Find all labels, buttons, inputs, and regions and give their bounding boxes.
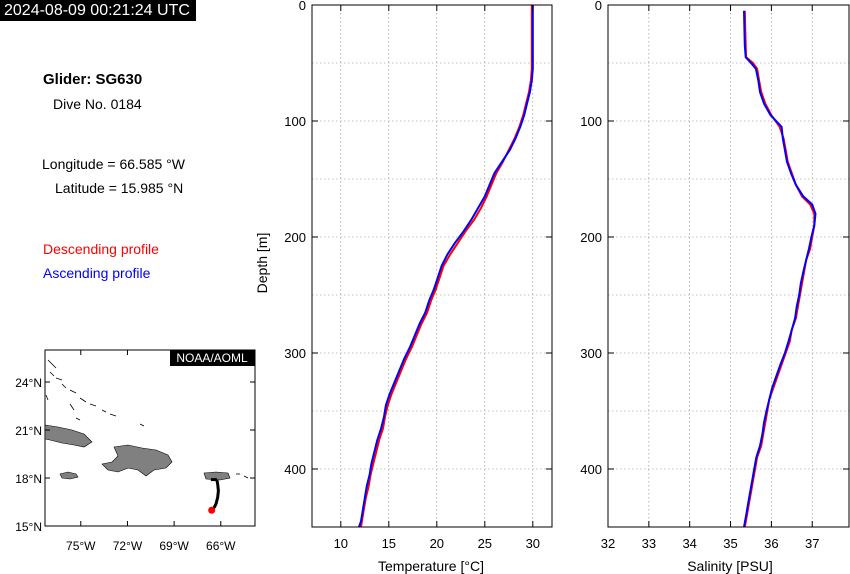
- dive-number: Dive No. 0184: [53, 96, 142, 112]
- map-lat-label: 18°N: [15, 472, 42, 486]
- map-land: [45, 359, 249, 481]
- longitude-readout: Longitude = 66.585 °W: [42, 156, 185, 172]
- glider-location-map: 24°N 21°N 18°N 15°N 75°W 72°W 69°W 66°W NOAA/AO…: [15, 349, 256, 553]
- land-bahamas: [45, 359, 249, 479]
- temperature-xtick-label: 15: [382, 536, 396, 551]
- temperature-series: [358, 5, 534, 528]
- glider-name: Glider: SG630: [43, 71, 143, 88]
- salinity-xlabel: Salinity [PSU]: [687, 558, 773, 574]
- temperature-xtick-label: 30: [526, 536, 540, 551]
- salinity-xtick-label: 33: [642, 536, 656, 551]
- salinity-frame: [607, 4, 850, 528]
- land-hispaniola: [101, 444, 173, 477]
- salinity-ytick-label: 200: [580, 230, 602, 245]
- temperature-ytick-label: 200: [284, 230, 306, 245]
- salinity-xtick-label: 37: [805, 536, 819, 551]
- map-credit: NOAA/AOML: [176, 351, 248, 365]
- timestamp-label: 2024-08-09 00:21:24 UTC: [0, 0, 196, 21]
- map-lat-label: 24°N: [15, 376, 42, 390]
- map-tick-labels: 24°N 21°N 18°N 15°N 75°W 72°W 69°W 66°W: [15, 350, 255, 553]
- salinity-ytick-label: 100: [580, 114, 602, 129]
- map-lon-label: 66°W: [206, 539, 236, 553]
- salinity-profile-chart: 32 33 34 35 36 37 0 100 200 300 400 Salinity [PSU]: [580, 0, 850, 574]
- temperature-frame: [311, 4, 553, 528]
- temperature-xtick-label: 10: [334, 536, 348, 551]
- map-lat-label: 15°N: [15, 520, 42, 534]
- map-lon-label: 72°W: [113, 539, 143, 553]
- salinity-ytick-label: 0: [595, 0, 602, 13]
- salinity-xtick-label: 34: [682, 536, 696, 551]
- salinity-grid: [608, 5, 849, 527]
- temperature-xtick-label: 25: [478, 536, 492, 551]
- temperature-ytick-label: 400: [284, 462, 306, 477]
- depth-ylabel: Depth [m]: [254, 233, 270, 294]
- map-lon-label: 69°W: [159, 539, 189, 553]
- temperature-ascending-line: [358, 5, 534, 528]
- salinity-ytick-label: 400: [580, 462, 602, 477]
- temperature-descending-line: [360, 5, 533, 528]
- salinity-ytick-label: 300: [580, 346, 602, 361]
- temperature-grid: [312, 5, 552, 527]
- land-puerto-rico: [203, 471, 231, 481]
- legend-descending: Descending profile: [43, 241, 159, 257]
- glider-position-marker: [208, 506, 216, 514]
- land-cuba: [45, 424, 93, 448]
- salinity-ascending-line: [743, 10, 817, 528]
- map-lat-label: 21°N: [15, 424, 42, 438]
- temperature-xtick-label: 20: [430, 536, 444, 551]
- salinity-xtick-label: 36: [764, 536, 778, 551]
- land-jamaica: [59, 471, 79, 480]
- map-lon-label: 75°W: [66, 539, 96, 553]
- salinity-xtick-label: 32: [601, 536, 615, 551]
- map-credit-box: [170, 350, 255, 366]
- glider-track: [210, 479, 220, 512]
- salinity-series: [743, 10, 817, 528]
- temperature-ytick-label: 0: [299, 0, 306, 13]
- temperature-ytick-label: 300: [284, 346, 306, 361]
- salinity-axes: 32 33 34 35 36 37 0 100 200 300 400: [580, 0, 850, 551]
- glider-track-layer: [208, 478, 220, 514]
- legend-ascending: Ascending profile: [43, 265, 151, 281]
- latitude-readout: Latitude = 15.985 °N: [55, 180, 184, 196]
- temperature-ytick-label: 100: [284, 114, 306, 129]
- temperature-xlabel: Temperature [°C]: [378, 558, 484, 574]
- salinity-xtick-label: 35: [723, 536, 737, 551]
